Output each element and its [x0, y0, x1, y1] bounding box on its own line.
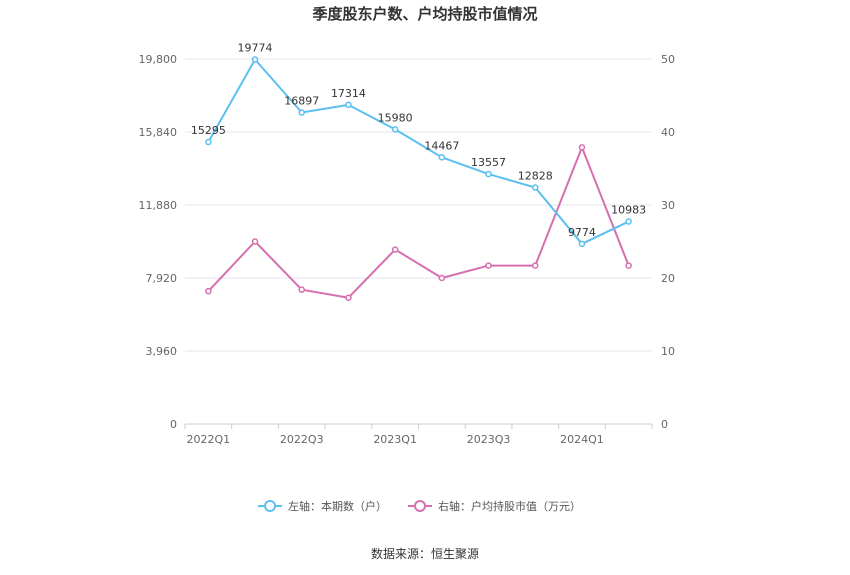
y-left-tick-label: 3,960 [146, 345, 178, 358]
y-left-tick-label: 0 [170, 418, 177, 431]
x-tick-label: 2023Q3 [467, 433, 511, 446]
y-left-tick-label: 15,840 [139, 126, 178, 139]
series-layer [205, 56, 632, 301]
data-point[interactable] [485, 262, 492, 269]
legend-item-holders[interactable]: 左轴：本期数（户） [258, 499, 387, 513]
data-label: 15295 [191, 124, 226, 137]
data-point[interactable] [298, 109, 305, 116]
series-line-avg-value [207, 146, 630, 299]
data-point[interactable] [251, 238, 259, 245]
data-point[interactable] [625, 218, 632, 225]
legend[interactable]: 左轴：本期数（户） 右轴：户均持股市值（万元） [258, 499, 581, 513]
data-label: 10983 [611, 204, 646, 217]
data-label: 15980 [378, 111, 413, 124]
legend-label: 右轴：户均持股市值（万元） [438, 499, 581, 513]
y-left-tick-label: 11,880 [139, 199, 178, 212]
series-line-holders [207, 58, 630, 245]
data-point[interactable] [251, 56, 259, 63]
data-point[interactable] [532, 262, 539, 269]
data-point[interactable] [625, 262, 632, 269]
data-label: 17314 [331, 87, 366, 100]
data-point[interactable] [438, 274, 446, 282]
data-point[interactable] [205, 287, 212, 295]
data-label: 12828 [518, 170, 553, 183]
data-point[interactable] [391, 246, 399, 253]
y-right-tick-label: 0 [661, 418, 668, 431]
y-right-tick-label: 30 [661, 199, 675, 212]
data-label: 19774 [238, 41, 273, 54]
grid [185, 58, 652, 352]
y-left-tick-label: 19,800 [139, 53, 178, 66]
data-point[interactable] [298, 286, 305, 293]
data-label: 14467 [424, 139, 459, 152]
legend-marker [264, 500, 276, 512]
y-left-tick-label: 7,920 [146, 272, 178, 285]
data-point[interactable] [578, 144, 586, 151]
y-right-tick-label: 50 [661, 53, 675, 66]
data-point[interactable] [345, 101, 352, 109]
x-tick-label: 2022Q3 [280, 433, 324, 446]
data-label: 13557 [471, 156, 506, 169]
x-tick-label: 2024Q1 [560, 433, 604, 446]
legend-marker [414, 500, 426, 512]
source-note: 数据来源：恒生聚源 [371, 546, 479, 561]
x-tick-label: 2022Q1 [187, 433, 231, 446]
data-point[interactable] [205, 138, 212, 146]
legend-item-avg-value[interactable]: 右轴：户均持股市值（万元） [408, 499, 581, 513]
data-label: 16897 [284, 95, 319, 108]
axes: 0 0 3,960 10 7,920 20 11,880 30 15,840 40 19,800 50… [139, 53, 676, 446]
x-tick-label: 2023Q1 [373, 433, 417, 446]
data-labels: 15295 19774 16897 17314 15980 14467 13557 12828… [191, 41, 646, 238]
y-right-tick-label: 40 [661, 126, 675, 139]
data-point[interactable] [485, 170, 492, 178]
y-right-tick-label: 20 [661, 272, 675, 285]
y-right-tick-label: 10 [661, 345, 675, 358]
legend-label: 左轴：本期数（户） [288, 499, 387, 513]
data-point[interactable] [345, 294, 352, 301]
data-point[interactable] [391, 126, 399, 133]
data-point[interactable] [438, 154, 446, 161]
data-label: 9774 [568, 226, 596, 239]
data-point[interactable] [578, 240, 586, 248]
data-point[interactable] [532, 184, 539, 191]
chart-title: 季度股东户数、户均持股市值情况 [312, 5, 537, 23]
